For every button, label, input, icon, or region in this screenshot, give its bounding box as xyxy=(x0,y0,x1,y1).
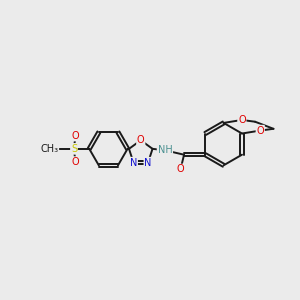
Text: O: O xyxy=(256,126,264,136)
Text: N: N xyxy=(130,158,137,168)
Text: O: O xyxy=(238,115,246,125)
Text: O: O xyxy=(137,135,145,145)
Text: O: O xyxy=(72,130,79,141)
Text: O: O xyxy=(177,164,184,174)
Text: N: N xyxy=(144,158,152,168)
Text: NH: NH xyxy=(158,145,172,155)
Text: CH₃: CH₃ xyxy=(40,144,58,154)
Text: S: S xyxy=(71,144,77,154)
Text: O: O xyxy=(72,157,79,167)
